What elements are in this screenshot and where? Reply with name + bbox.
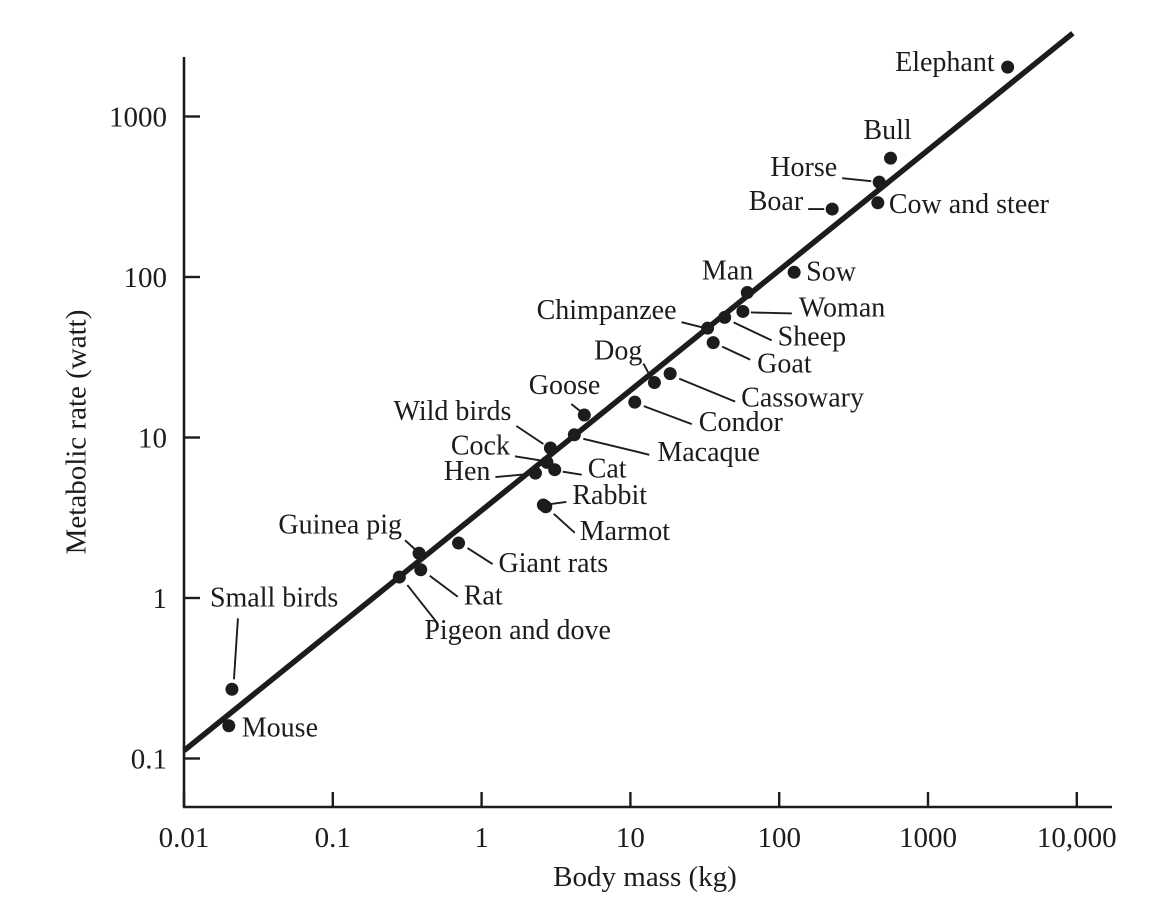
data-point-man [740,286,754,300]
point-label-sow: Sow [806,256,857,287]
point-label-boar: Boar [749,186,804,217]
data-point-rat [414,563,428,577]
point-label-cow-and-steer: Cow and steer [889,189,1050,220]
point-label-chimpanzee: Chimpanzee [537,295,677,326]
point-label-dog: Dog [594,336,642,367]
x-tick-label-1: 1 [474,822,489,854]
leader-line-cassowary [678,377,736,403]
data-point-condor [628,395,642,409]
y-tick-label-1: 1 [153,583,168,615]
x-tick-label-10-000: 10,000 [1037,822,1117,854]
data-point-dog [647,376,661,390]
data-point-goose [577,408,591,422]
x-tick-label-0-01: 0.01 [159,822,210,854]
data-point-wild-birds [543,441,557,455]
leader-line-marmot [553,513,576,534]
leader-line-sheep [733,321,773,342]
point-label-elephant: Elephant [895,47,995,78]
x-tick-label-1000: 1000 [899,822,957,854]
leader-line-chimpanzee [681,321,702,329]
leader-line-hen [495,473,528,479]
leader-line-dog [642,363,653,379]
leader-line-horse [842,177,872,183]
y-tick-label-100: 100 [124,262,168,294]
point-label-goat: Goat [757,349,812,380]
point-label-guinea-pig: Guinea pig [278,509,402,540]
data-point-boar [825,202,839,216]
data-point-horse [872,175,886,189]
data-point-sheep [718,310,732,324]
point-label-sheep: Sheep [778,321,846,352]
point-label-wild-birds: Wild birds [394,396,512,427]
data-point-small-birds [225,682,239,696]
point-label-rabbit: Rabbit [572,480,647,511]
point-label-condor: Condor [699,407,784,438]
point-label-man: Man [702,256,753,287]
y-axis-title: Metabolic rate (watt) [60,309,93,555]
point-label-cat: Cat [588,454,627,485]
data-point-cat [548,463,562,477]
leader-line-rabbit [551,501,567,505]
leader-line-rat [429,574,459,598]
point-label-marmot: Marmot [580,516,670,547]
leader-line-cat [562,470,582,476]
point-label-giant-rats: Giant rats [499,548,609,579]
point-label-horse: Horse [770,152,837,183]
point-label-goose: Goose [529,370,601,401]
point-label-small-birds: Small birds [210,582,338,613]
leader-line-small-birds [232,618,239,680]
point-label-cassowary: Cassowary [741,383,864,414]
data-point-chimpanzee [701,321,715,335]
data-point-elephant [1001,60,1015,74]
y-tick-label-0-1: 0.1 [131,744,167,776]
leader-line-giant-rats [467,547,494,565]
leader-line-woman [750,311,792,315]
x-tick-label-0-1: 0.1 [315,822,351,854]
point-label-macaque: Macaque [657,437,760,468]
data-point-cassowary [663,367,677,381]
leader-line-condor [643,405,693,426]
leader-line-cock [514,455,541,462]
leader-line-wild-birds [515,425,544,445]
point-label-hen: Hen [444,456,491,487]
data-point-giant-rats [452,536,466,550]
point-label-cock: Cock [451,430,510,461]
x-tick-label-10: 10 [616,822,645,854]
data-point-hen [528,466,542,480]
x-tick-label-100: 100 [757,822,801,854]
data-point-guinea-pig [412,546,426,560]
leader-line-macaque [583,437,650,456]
y-tick-label-1000: 1000 [109,102,167,134]
leader-line-guinea-pig [404,539,417,551]
data-point-pigeon-and-dove [392,570,406,584]
data-point-mouse [222,719,236,733]
leader-line-goat [721,345,751,361]
data-point-cow-and-steer [871,196,885,210]
trend-line [182,31,1075,753]
data-point-sow [787,265,801,279]
data-point-bull [884,151,898,165]
point-label-rat: Rat [464,581,503,612]
point-label-woman: Woman [799,292,885,323]
data-point-goat [706,336,720,350]
point-label-mouse: Mouse [242,713,318,744]
point-label-bull: Bull [863,115,911,146]
y-tick-label-10: 10 [138,423,167,455]
data-point-marmot [539,500,553,514]
data-point-woman [736,304,750,318]
data-point-macaque [567,428,581,442]
point-label-pigeon-and-dove: Pigeon and dove [424,615,611,646]
x-axis-title: Body mass (kg) [553,861,737,893]
leader-line-pigeon-and-dove [406,584,439,624]
